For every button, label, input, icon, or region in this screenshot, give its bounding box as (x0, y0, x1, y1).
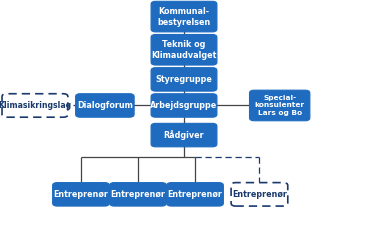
FancyBboxPatch shape (151, 68, 217, 91)
FancyBboxPatch shape (151, 1, 217, 32)
FancyBboxPatch shape (75, 94, 134, 117)
Text: Klimasikringslag: Klimasikringslag (0, 101, 71, 110)
FancyBboxPatch shape (53, 183, 109, 206)
Text: Entreprenør: Entreprenør (167, 190, 223, 199)
Text: Entreprenør: Entreprenør (110, 190, 166, 199)
FancyBboxPatch shape (167, 183, 223, 206)
Text: Arbejdsgruppe: Arbejdsgruppe (151, 101, 217, 110)
FancyBboxPatch shape (151, 123, 217, 147)
Text: Dialogforum: Dialogforum (77, 101, 133, 110)
Text: Styregruppe: Styregruppe (156, 75, 212, 84)
Text: Rådgiver: Rådgiver (164, 130, 204, 140)
Text: Entreprenør: Entreprenør (53, 190, 109, 199)
Text: Special-
konsulenter
Lars og Bo: Special- konsulenter Lars og Bo (255, 95, 305, 116)
FancyBboxPatch shape (110, 183, 166, 206)
FancyBboxPatch shape (151, 94, 217, 117)
FancyBboxPatch shape (250, 90, 310, 121)
FancyBboxPatch shape (231, 183, 288, 206)
FancyBboxPatch shape (2, 94, 68, 117)
Text: Teknik og
Klimaudvalget: Teknik og Klimaudvalget (151, 40, 217, 60)
Text: Kommunal-
bestyrelsen: Kommunal- bestyrelsen (158, 7, 210, 27)
Text: Entreprenør: Entreprenør (232, 190, 287, 199)
FancyBboxPatch shape (151, 35, 217, 65)
